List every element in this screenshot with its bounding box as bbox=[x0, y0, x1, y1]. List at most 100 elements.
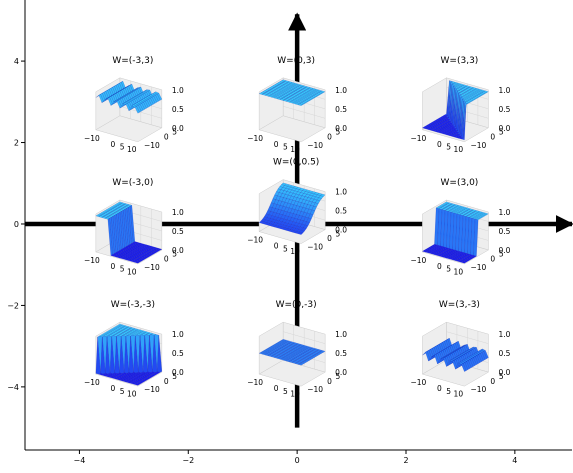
inset-y-tick-label: 5 bbox=[172, 128, 177, 137]
inset-z-tick-label: 1.0 bbox=[498, 208, 510, 217]
y-tick-label: −4 bbox=[7, 383, 19, 392]
inset-floor-pane bbox=[258, 115, 326, 143]
inset-x-tick-label: −10 bbox=[247, 378, 263, 387]
inset-y-tick-label: 5 bbox=[336, 372, 341, 381]
inset-title: W=(3,3) bbox=[441, 56, 479, 66]
inset-y-tick-label: −10 bbox=[471, 385, 487, 394]
inset-x-tick-label: 10 bbox=[454, 390, 464, 399]
x-tick-label: 4 bbox=[512, 456, 517, 465]
surface-patch bbox=[461, 363, 467, 372]
inset-floor-pane bbox=[421, 359, 490, 387]
x-tick-label: 2 bbox=[403, 456, 408, 465]
inset-y-tick-label: −10 bbox=[307, 243, 323, 252]
inset-y-tick-label: −10 bbox=[471, 263, 487, 272]
inset-x-tick-label: −10 bbox=[84, 256, 100, 265]
inset-x-tick-label: −10 bbox=[411, 378, 427, 387]
inset-x-tick-label: −10 bbox=[411, 134, 427, 143]
inset-x-tick-label: 0 bbox=[437, 262, 442, 271]
surface-patch bbox=[134, 105, 140, 114]
inset-z-tick-label: 1.0 bbox=[172, 208, 184, 217]
inset-x-tick-label: 10 bbox=[290, 145, 300, 154]
inset-z-tick-label: 0.5 bbox=[172, 227, 184, 236]
inset-z-tick-label: 0.5 bbox=[498, 105, 510, 114]
inset-x-tick-label: 5 bbox=[283, 142, 288, 151]
inset-x-tick-label: 0 bbox=[110, 384, 115, 393]
inset-x-tick-label: 5 bbox=[446, 142, 451, 151]
inset-y-tick-label: 5 bbox=[499, 372, 504, 381]
inset-x-tick-label: −10 bbox=[411, 256, 427, 265]
inset-title: W=(3,-3) bbox=[439, 300, 480, 310]
inset-x-tick-label: 10 bbox=[127, 145, 137, 154]
inset-x-tick-label: 0 bbox=[437, 384, 442, 393]
inset-y-tick-label: 0 bbox=[164, 255, 169, 264]
inset-x-tick-label: 0 bbox=[274, 384, 279, 393]
inset-x-tick-label: 5 bbox=[283, 387, 288, 396]
x-tick-label: −2 bbox=[182, 456, 194, 465]
inset-x-tick-label: 0 bbox=[437, 140, 442, 149]
inset-title: W=(3,0) bbox=[441, 178, 479, 188]
inset-z-tick-label: 0.0 bbox=[335, 124, 347, 133]
surface-patch bbox=[297, 103, 304, 106]
inset-title: W=(0,0.5) bbox=[273, 158, 319, 168]
inset-z-tick-label: 1.0 bbox=[172, 330, 184, 339]
inset-z-tick-label: 0.5 bbox=[335, 105, 347, 114]
inset-x-tick-label: 0 bbox=[110, 140, 115, 149]
inset-x-tick-label: 5 bbox=[446, 387, 451, 396]
inset-z-tick-label: 0.0 bbox=[498, 246, 510, 255]
inset-z-tick-label: 0.5 bbox=[335, 349, 347, 358]
inset-z-tick-label: 1.0 bbox=[172, 86, 184, 95]
inset-z-tick-label: 1.0 bbox=[498, 330, 510, 339]
inset-title: W=(0,-3) bbox=[276, 300, 317, 310]
inset-x-tick-label: 5 bbox=[120, 387, 125, 396]
inset-z-tick-label: 1.0 bbox=[335, 188, 347, 197]
inset-x-tick-label: 5 bbox=[120, 265, 125, 274]
inset-y-tick-label: 0 bbox=[164, 132, 169, 141]
inset-title: W=(-3,3) bbox=[112, 56, 153, 66]
inset-y-tick-label: 5 bbox=[336, 229, 341, 238]
inset-y-tick-label: 5 bbox=[336, 128, 341, 137]
y-tick-label: 4 bbox=[14, 57, 19, 66]
inset-x-tick-label: 5 bbox=[283, 244, 288, 253]
inset-y-tick-label: −10 bbox=[144, 385, 160, 394]
inset-z-tick-label: 0.0 bbox=[498, 368, 510, 377]
inset-y-tick-label: 0 bbox=[490, 255, 495, 264]
inset-z-tick-label: 0.0 bbox=[335, 368, 347, 377]
inset-title: W=(-3,0) bbox=[112, 178, 153, 188]
inset-z-tick-label: 0.0 bbox=[172, 246, 184, 255]
inset-y-tick-label: 5 bbox=[499, 250, 504, 259]
inset-y-tick-label: 0 bbox=[490, 377, 495, 386]
surface-patch bbox=[461, 261, 467, 264]
inset-x-tick-label: 10 bbox=[127, 267, 137, 276]
inset-x-tick-label: 10 bbox=[290, 390, 300, 399]
inset-x-tick-label: 10 bbox=[290, 247, 300, 256]
inset-x-tick-label: −10 bbox=[247, 134, 263, 143]
inset-z-tick-label: 0.5 bbox=[172, 349, 184, 358]
surface-patch bbox=[134, 383, 140, 386]
inset-z-tick-label: 1.0 bbox=[335, 330, 347, 339]
inset-floor-pane bbox=[95, 115, 163, 143]
inset-y-tick-label: −10 bbox=[307, 385, 323, 394]
inset-x-tick-label: 0 bbox=[110, 262, 115, 271]
surface-patch bbox=[134, 261, 140, 264]
inset-x-tick-label: 10 bbox=[454, 267, 464, 276]
inset-y-tick-label: 0 bbox=[327, 234, 332, 243]
inset-title: W=(0,3) bbox=[277, 56, 315, 66]
inset-y-tick-label: 0 bbox=[490, 132, 495, 141]
inset-x-tick-label: −10 bbox=[247, 236, 263, 245]
inset-z-tick-label: 0.5 bbox=[335, 207, 347, 216]
inset-z-tick-label: 1.0 bbox=[335, 86, 347, 95]
inset-x-tick-label: 0 bbox=[274, 242, 279, 251]
inset-floor-pane bbox=[258, 359, 326, 387]
inset-x-tick-label: −10 bbox=[84, 134, 100, 143]
x-tick-label: −4 bbox=[74, 456, 86, 465]
inset-grid-line bbox=[446, 331, 489, 344]
inset-y-tick-label: −10 bbox=[144, 263, 160, 272]
